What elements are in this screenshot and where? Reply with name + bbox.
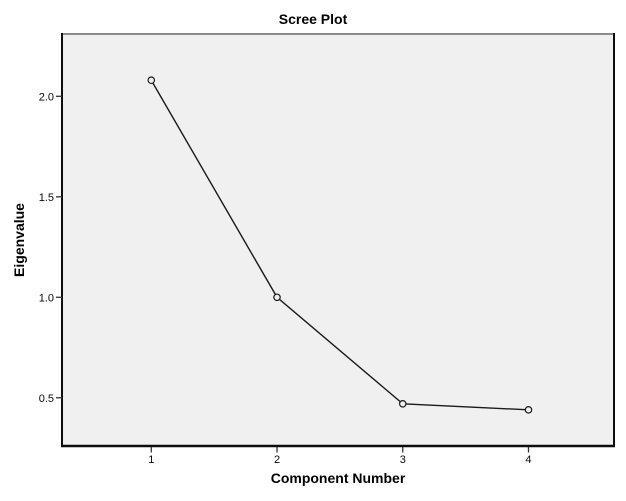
y-tick-label: 0.5	[39, 393, 54, 405]
y-tick-label: 2.0	[39, 91, 54, 103]
x-axis-label: Component Number	[270, 470, 406, 486]
x-tick-label: 3	[400, 454, 406, 466]
x-tick-label: 4	[525, 454, 531, 466]
data-point-marker	[273, 293, 281, 302]
y-tick-label: 1.5	[39, 192, 54, 204]
series-line	[150, 79, 529, 411]
chart-title: Scree Plot	[278, 11, 348, 27]
plot-panel	[62, 34, 614, 446]
data-point-marker	[147, 76, 156, 85]
data-point-marker	[398, 399, 407, 408]
data-point-marker	[524, 406, 533, 414]
y-tick-label: 1.0	[39, 292, 54, 304]
x-tick-label: 1	[148, 454, 154, 466]
x-tick-label: 2	[274, 454, 280, 466]
